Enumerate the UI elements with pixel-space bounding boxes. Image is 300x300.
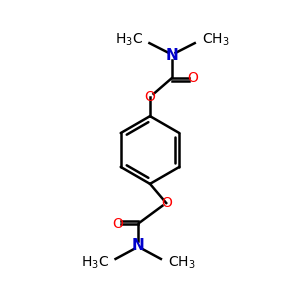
Text: H$_3$C: H$_3$C [115, 32, 142, 48]
Text: H$_3$C: H$_3$C [81, 255, 109, 271]
Text: N: N [166, 48, 178, 63]
Text: CH$_3$: CH$_3$ [202, 32, 229, 48]
Text: N: N [132, 238, 145, 253]
Text: O: O [112, 217, 123, 231]
Text: O: O [161, 196, 172, 210]
Text: O: O [187, 71, 198, 85]
Text: CH$_3$: CH$_3$ [168, 255, 195, 271]
Text: O: O [145, 90, 155, 104]
